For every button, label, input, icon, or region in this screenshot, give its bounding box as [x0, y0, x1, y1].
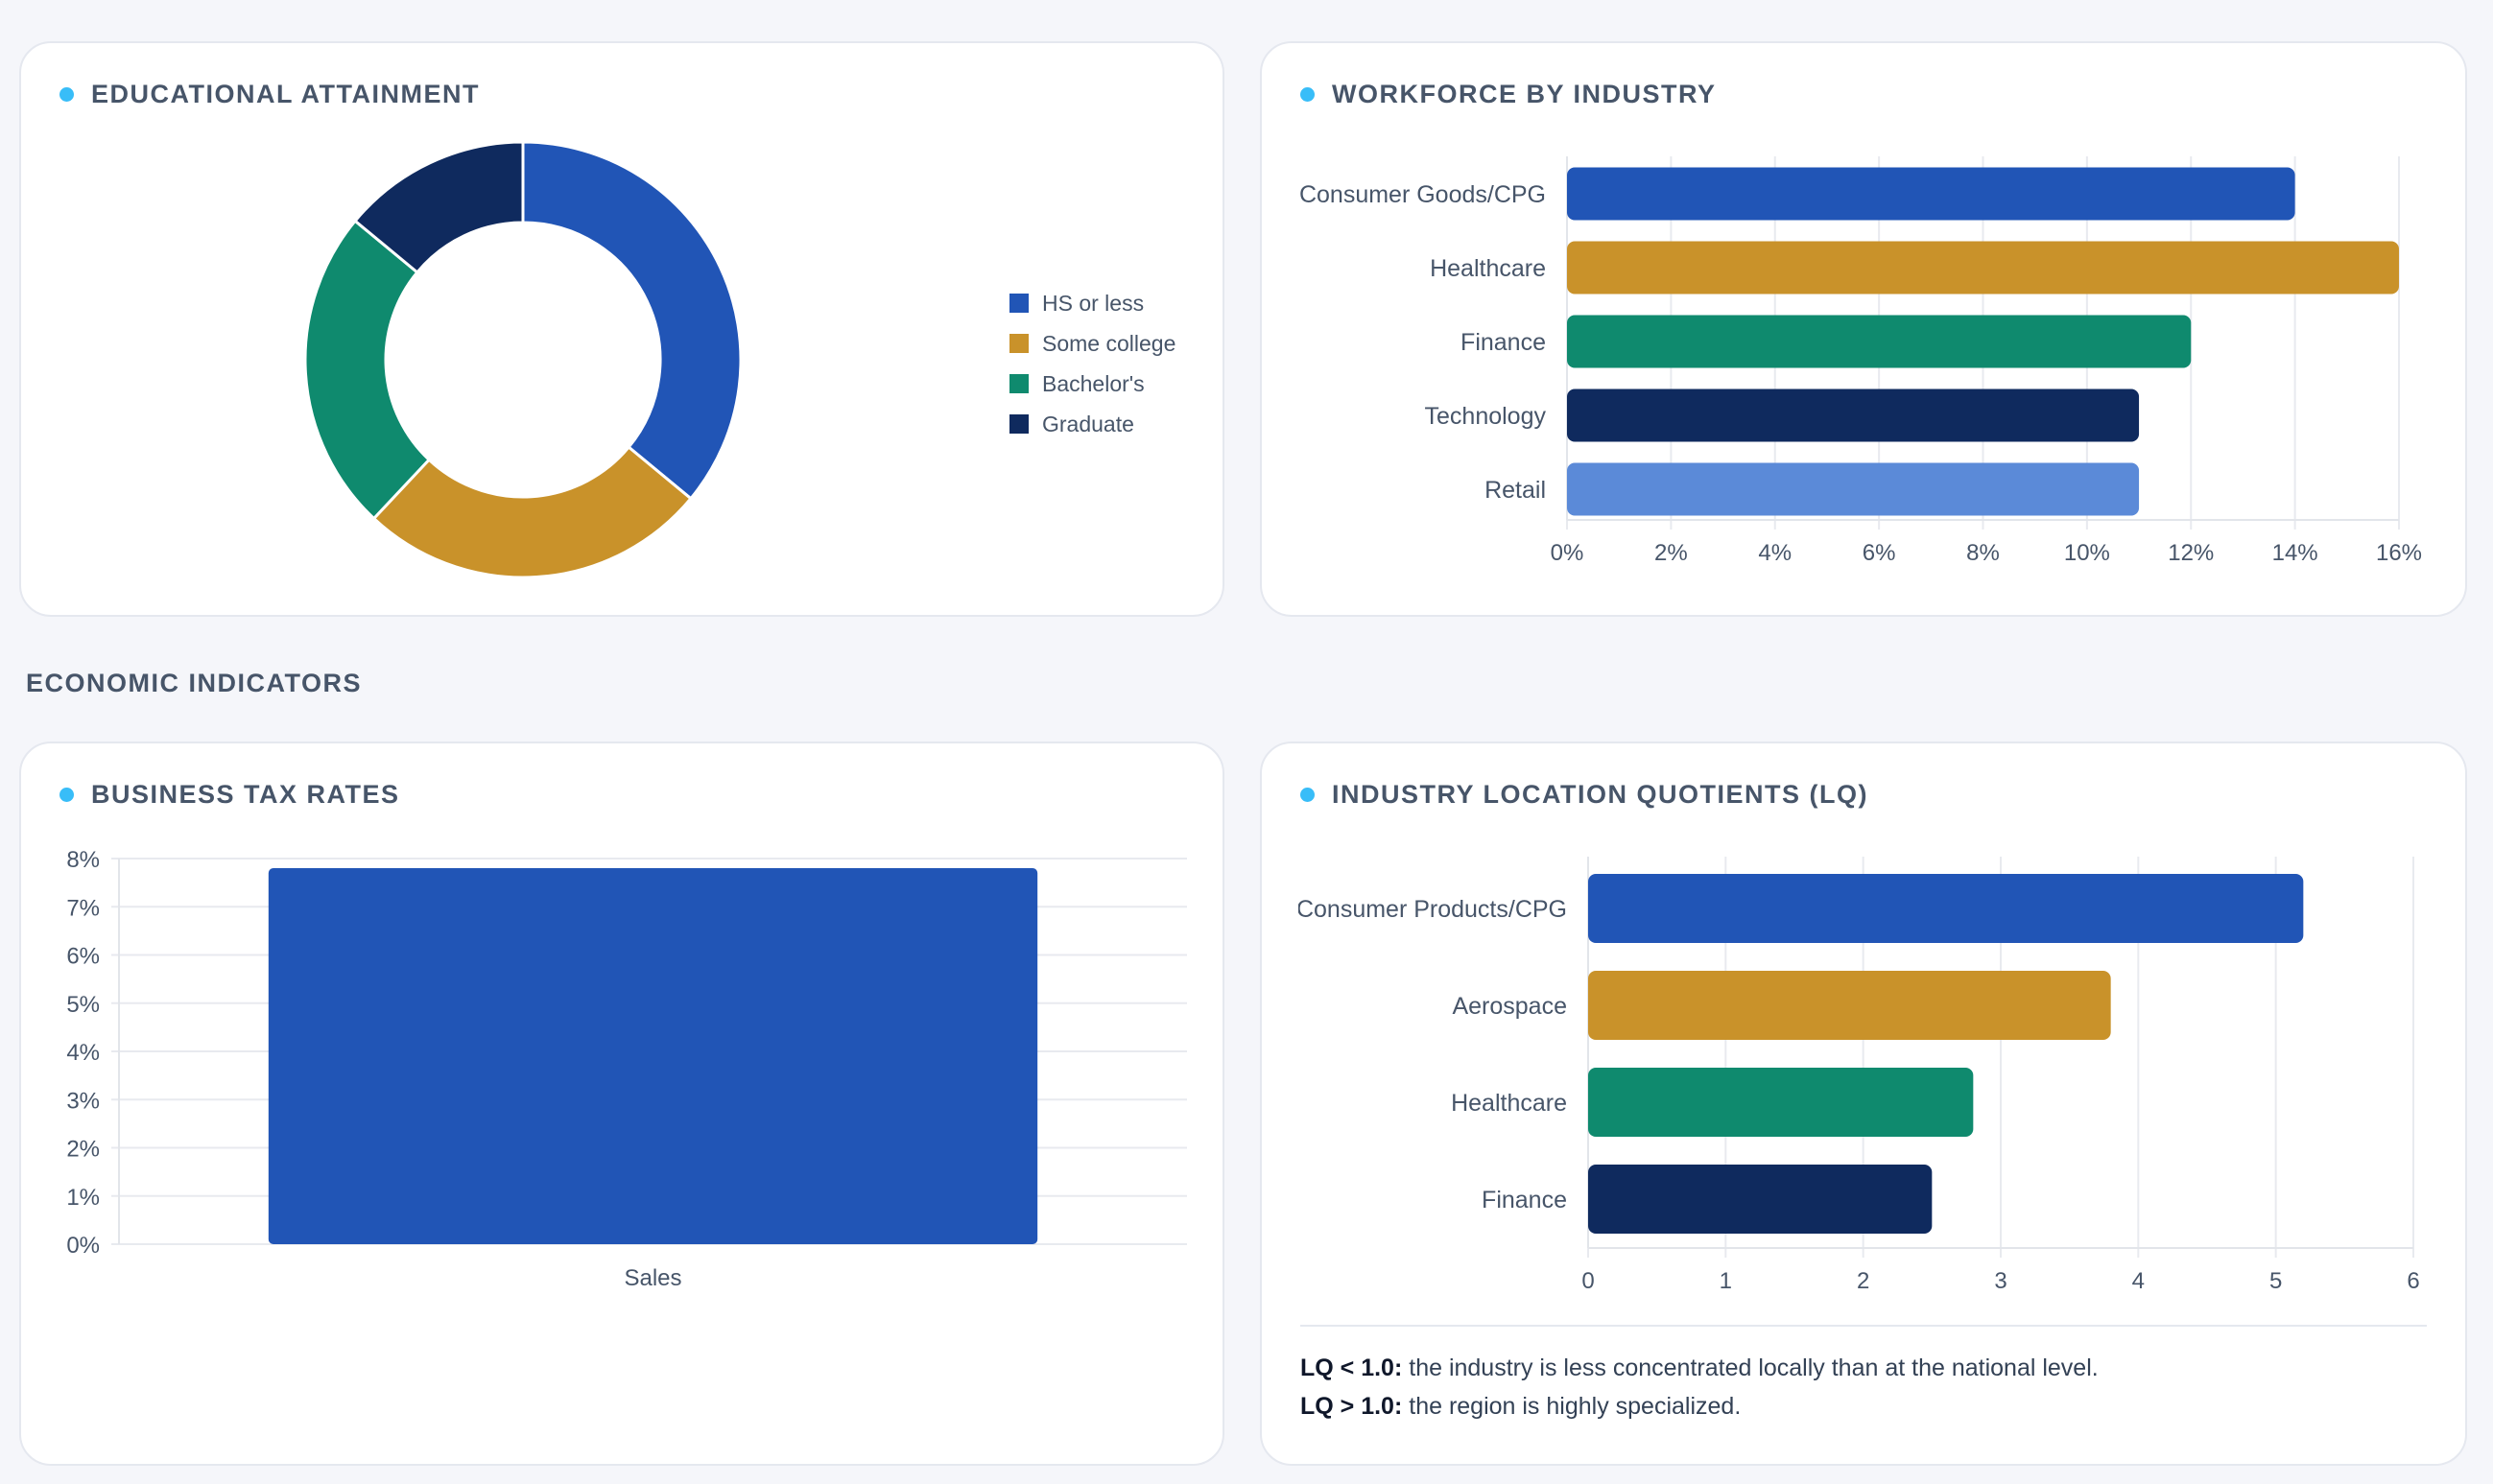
- x-tick-label: 2%: [1654, 540, 1688, 566]
- donut-slice: [521, 140, 743, 501]
- y-tick-label: 6%: [66, 944, 100, 970]
- education-donut-chart: [303, 140, 743, 579]
- bar: [1588, 874, 2304, 943]
- x-tick-label: 4%: [1758, 540, 1792, 566]
- legend-swatch: [1009, 294, 1029, 313]
- title-dot-icon: [1300, 788, 1315, 802]
- lq-divider: [1300, 1325, 2427, 1327]
- y-category-label: Consumer Products/CPG: [1296, 896, 1567, 923]
- x-tick-label: 12%: [2168, 540, 2214, 566]
- bar: [268, 868, 1038, 1244]
- x-category-label: Sales: [624, 1265, 681, 1291]
- bar: [1567, 462, 2140, 516]
- bar: [1588, 971, 2111, 1040]
- lq-note-high-label: LQ > 1.0:: [1300, 1393, 1403, 1420]
- legend-label: Graduate: [1042, 411, 1134, 436]
- lq-card-title: INDUSTRY LOCATION QUOTIENTS (LQ): [1300, 780, 1868, 810]
- y-category-label: Technology: [1425, 403, 1547, 430]
- title-dot-icon: [59, 788, 74, 802]
- y-tick-label: 4%: [66, 1040, 100, 1066]
- tax-title-text: BUSINESS TAX RATES: [91, 780, 400, 809]
- lq-title-text: INDUSTRY LOCATION QUOTIENTS (LQ): [1332, 780, 1868, 809]
- y-tick-label: 2%: [66, 1137, 100, 1163]
- y-tick-label: 5%: [66, 992, 100, 1018]
- lq-note-high: LQ > 1.0: the region is highly specializ…: [1300, 1393, 1741, 1421]
- tax-bar-chart: 0% 1% 2% 3% 4% 5% 6% 7% 8% Sales: [66, 847, 1187, 1291]
- donut-slice: [352, 140, 525, 274]
- education-legend: HS or less Some college Bachelor's Graduate: [1009, 283, 1175, 444]
- education-card: EDUCATIONAL ATTAINMENT HS or less Some co…: [19, 41, 1224, 617]
- x-tick-label: 5: [2269, 1268, 2282, 1294]
- lq-note-low: LQ < 1.0: the industry is less concentra…: [1300, 1354, 2099, 1382]
- title-dot-icon: [1300, 87, 1315, 102]
- lq-note-low-label: LQ < 1.0:: [1300, 1354, 1403, 1381]
- legend-item: Bachelor's: [1009, 364, 1175, 404]
- y-category-label: Healthcare: [1451, 1090, 1567, 1117]
- legend-swatch: [1009, 374, 1029, 393]
- legend-swatch: [1009, 414, 1029, 434]
- workforce-card: WORKFORCE BY INDUSTRY 0% 2% 4% 6% 8% 10% 12% 14…: [1260, 41, 2467, 617]
- y-category-label: Finance: [1482, 1187, 1567, 1213]
- y-tick-label: 7%: [66, 895, 100, 921]
- legend-label: Bachelor's: [1042, 370, 1145, 396]
- lq-card: INDUSTRY LOCATION QUOTIENTS (LQ) 0 1 2 3 4 5 6…: [1260, 742, 2467, 1466]
- workforce-card-title: WORKFORCE BY INDUSTRY: [1300, 80, 1717, 109]
- title-dot-icon: [59, 87, 74, 102]
- lq-bar-chart: 0 1 2 3 4 5 6 Consumer Products/CPG Aerospace Hea…: [1296, 857, 2420, 1294]
- lq-note-low-text: the industry is less concentrated locall…: [1402, 1354, 2099, 1381]
- tax-card: BUSINESS TAX RATES 0% 1% 2% 3% 4% 5% 6% 7% 8% Sal…: [19, 742, 1224, 1466]
- education-card-title: EDUCATIONAL ATTAINMENT: [59, 80, 480, 109]
- bar: [1588, 1165, 1933, 1234]
- bar: [1567, 167, 2295, 221]
- y-category-label: Aerospace: [1452, 993, 1567, 1020]
- bar: [1567, 241, 2399, 294]
- lq-note-high-text: the region is highly specialized.: [1402, 1393, 1742, 1420]
- education-title-text: EDUCATIONAL ATTAINMENT: [91, 80, 480, 108]
- x-tick-label: 10%: [2064, 540, 2110, 566]
- y-category-label: Consumer Goods/CPG: [1299, 181, 1546, 208]
- x-tick-label: 6: [2407, 1268, 2419, 1294]
- legend-label: Some college: [1042, 330, 1176, 356]
- y-tick-label: 0%: [66, 1233, 100, 1259]
- x-tick-label: 0: [1581, 1268, 1594, 1294]
- x-tick-label: 0%: [1551, 540, 1584, 566]
- y-tick-label: 8%: [66, 847, 100, 873]
- y-category-label: Finance: [1460, 329, 1546, 356]
- bar: [1588, 1068, 1974, 1137]
- bar: [1567, 389, 2140, 442]
- legend-swatch: [1009, 334, 1029, 353]
- y-tick-label: 1%: [66, 1185, 100, 1211]
- x-tick-label: 6%: [1863, 540, 1896, 566]
- donut-slice: [371, 445, 694, 579]
- legend-label: HS or less: [1042, 290, 1145, 316]
- x-tick-label: 16%: [2376, 540, 2422, 566]
- legend-item: Graduate: [1009, 404, 1175, 444]
- y-category-label: Healthcare: [1430, 255, 1546, 282]
- workforce-bar-chart: 0% 2% 4% 6% 8% 10% 12% 14% 16% Consumer Goods/CPG…: [1299, 156, 2422, 566]
- tax-card-title: BUSINESS TAX RATES: [59, 780, 400, 810]
- legend-item: Some college: [1009, 323, 1175, 364]
- x-tick-label: 4: [2132, 1268, 2145, 1294]
- bar: [1567, 315, 2192, 368]
- y-category-label: Retail: [1484, 477, 1546, 504]
- legend-item: HS or less: [1009, 283, 1175, 323]
- workforce-title-text: WORKFORCE BY INDUSTRY: [1332, 80, 1717, 108]
- x-tick-label: 1: [1720, 1268, 1732, 1294]
- x-tick-label: 2: [1857, 1268, 1869, 1294]
- y-tick-label: 3%: [66, 1088, 100, 1114]
- economic-indicators-heading: ECONOMIC INDICATORS: [26, 669, 363, 697]
- x-tick-label: 14%: [2272, 540, 2318, 566]
- x-tick-label: 3: [1994, 1268, 2006, 1294]
- x-tick-label: 8%: [1966, 540, 2000, 566]
- donut-slice: [303, 219, 432, 521]
